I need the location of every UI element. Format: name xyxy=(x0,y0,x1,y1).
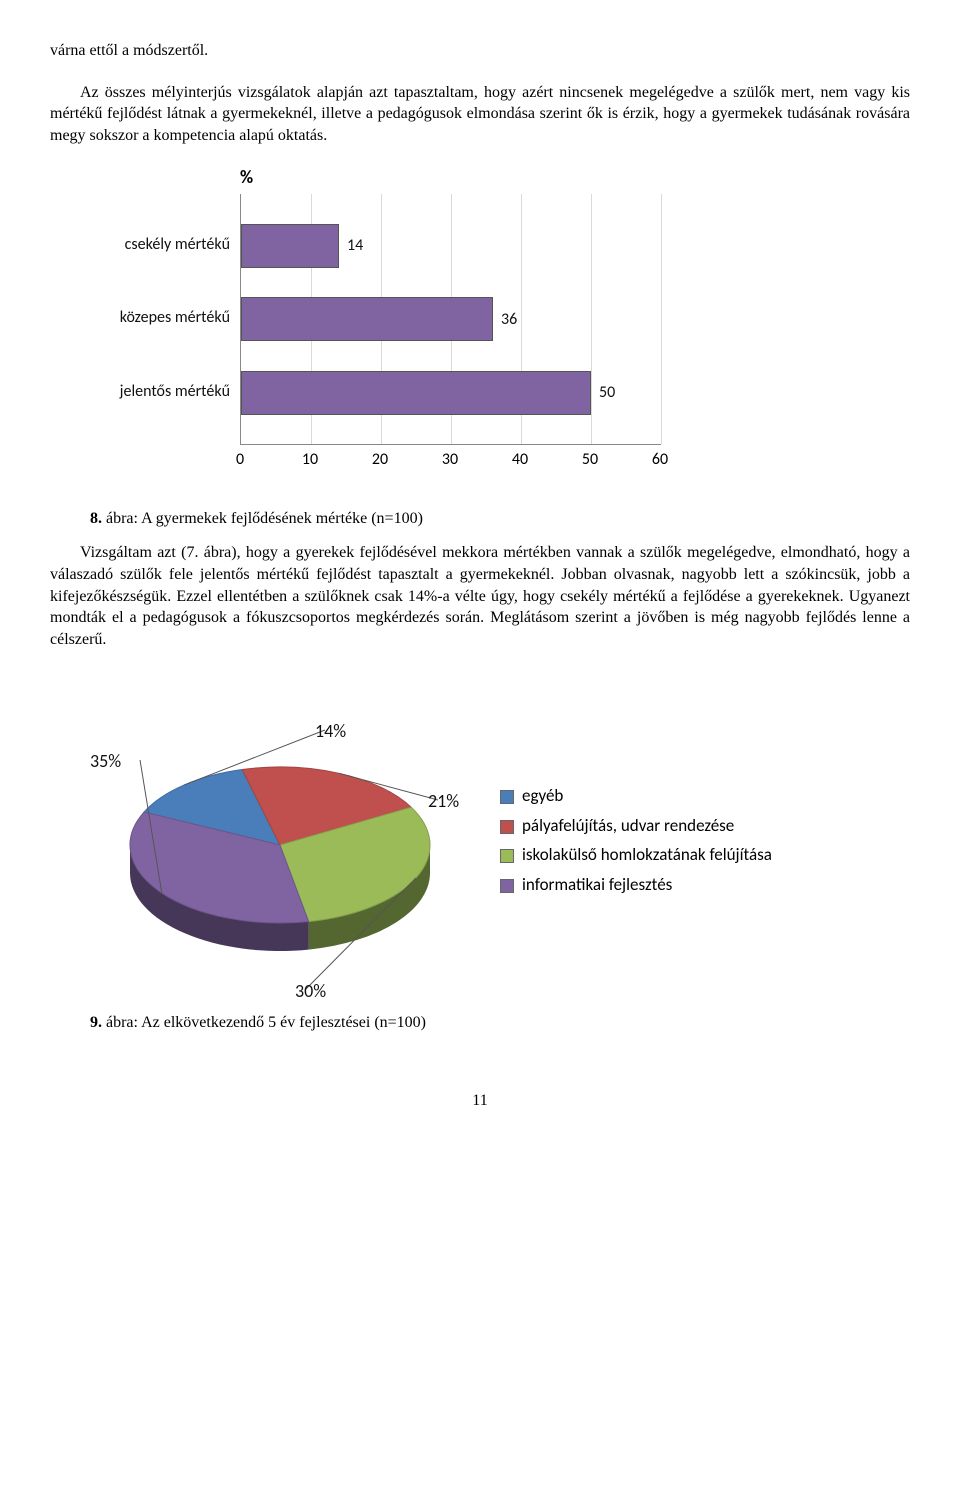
legend-label: pályafelújítás, udvar rendezése xyxy=(522,816,734,836)
bar-category-label: jelentős mértékű xyxy=(80,383,230,401)
caption-text: ábra: Az elkövetkezendő 5 év fejlesztése… xyxy=(106,1014,426,1031)
bar-x-tick: 30 xyxy=(442,450,458,469)
legend-label: iskolakülső homlokzatának felújítása xyxy=(522,845,772,865)
bar-value-label: 36 xyxy=(501,310,517,329)
page-number: 11 xyxy=(50,1092,910,1110)
bar-value-label: 14 xyxy=(347,236,363,255)
pie-slice-label: 35% xyxy=(90,750,121,772)
pie-chart-wrap: 14% 21% 30% 35% egyéb pályafelújítás, udvar … xyxy=(50,680,910,1000)
figure-caption-8: 8. ábra: A gyermekek fejlődésének mérték… xyxy=(90,510,910,528)
pie-slice-label: 21% xyxy=(428,790,459,812)
paragraph-intro: Az összes mélyinterjús vizsgálatok alapj… xyxy=(50,82,910,147)
bar-chart: % 14 36 50 0 10 20 30 40 50 60 csekély mértékű közep… xyxy=(50,166,910,496)
bar-rect xyxy=(241,224,339,268)
caption-number: 9. xyxy=(90,1014,102,1031)
legend-item: egyéb xyxy=(500,786,772,806)
legend-swatch xyxy=(500,820,514,834)
figure-caption-9: 9. ábra: Az elkövetkezendő 5 év fejleszt… xyxy=(90,1014,910,1032)
legend-item: iskolakülső homlokzatának felújítása xyxy=(500,845,772,865)
pie-slice-label: 14% xyxy=(315,720,346,742)
pie-slice-label: 30% xyxy=(295,980,326,1002)
bar-axis-title: % xyxy=(240,166,253,188)
paragraph-fragment: várna ettől a módszertől. xyxy=(50,40,910,62)
pie-chart: 14% 21% 30% 35% xyxy=(90,680,470,1000)
legend-label: informatikai fejlesztés xyxy=(522,875,672,895)
bar-rect xyxy=(241,371,591,415)
caption-text: ábra: A gyermekek fejlődésének mértéke (… xyxy=(106,510,423,527)
bar-category-label: csekély mértékű xyxy=(80,236,230,254)
bar-x-tick: 60 xyxy=(652,450,668,469)
bar-category-label: közepes mértékű xyxy=(80,309,230,327)
legend-swatch xyxy=(500,879,514,893)
bar-x-tick: 40 xyxy=(512,450,528,469)
caption-number: 8. xyxy=(90,510,102,527)
bar-x-tick: 10 xyxy=(302,450,318,469)
legend-item: informatikai fejlesztés xyxy=(500,875,772,895)
legend-swatch xyxy=(500,849,514,863)
paragraph-analysis: Vizsgáltam azt (7. ábra), hogy a gyereke… xyxy=(50,542,910,650)
legend-item: pályafelújítás, udvar rendezése xyxy=(500,816,772,836)
legend-swatch xyxy=(500,790,514,804)
bar-value-label: 50 xyxy=(599,383,615,402)
pie-legend: egyéb pályafelújítás, udvar rendezése isko… xyxy=(500,776,772,904)
bar-x-tick: 50 xyxy=(582,450,598,469)
bar-rect xyxy=(241,297,493,341)
bar-x-tick: 0 xyxy=(236,450,244,469)
bar-x-tick: 20 xyxy=(372,450,388,469)
legend-label: egyéb xyxy=(522,786,563,806)
